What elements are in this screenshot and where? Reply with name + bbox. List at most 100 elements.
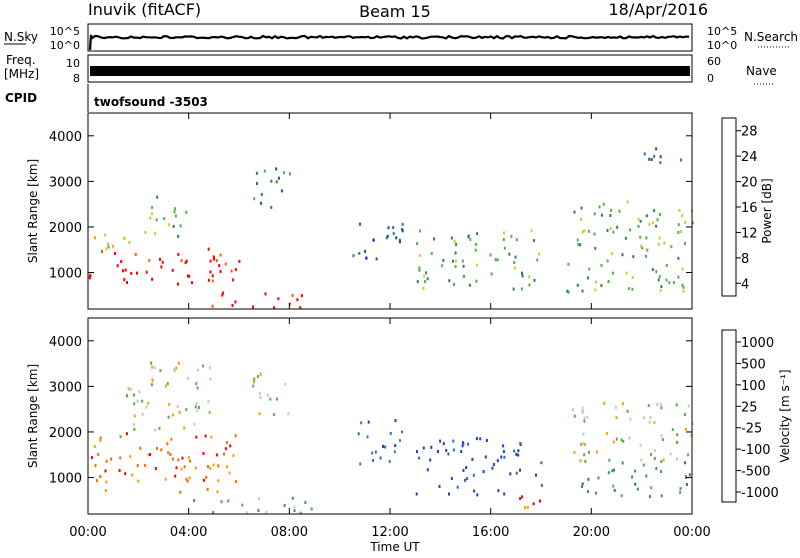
y-tick-label: 3000	[49, 380, 82, 395]
heatmap-cell	[452, 439, 455, 443]
heatmap-cell	[166, 382, 169, 386]
power-panel: 1000 2000 3000 4000 Slant Range [km]	[26, 112, 694, 310]
heatmap-cell	[401, 222, 404, 226]
heatmap-cell	[207, 247, 210, 251]
heatmap-cell	[170, 437, 173, 441]
heatmap-cell	[177, 234, 180, 238]
heatmap-cell	[681, 283, 684, 287]
heatmap-cell	[211, 304, 214, 308]
heatmap-cell	[212, 463, 215, 467]
heatmap-cell	[631, 275, 634, 279]
heatmap-cell	[88, 276, 91, 280]
heatmap-cell	[197, 368, 199, 372]
heatmap-cell	[454, 251, 457, 255]
heatmap-cell	[364, 249, 367, 253]
heatmap-cell	[394, 419, 397, 423]
heatmap-cell	[533, 278, 536, 282]
heatmap-cell	[660, 494, 663, 498]
heatmap-cell	[503, 492, 506, 496]
heatmap-cell	[607, 471, 610, 475]
freq-tick-top: 10	[66, 57, 80, 70]
heatmap-cell	[287, 412, 290, 416]
heatmap-cell	[639, 219, 642, 223]
heatmap-cell	[151, 277, 154, 281]
colorbar-tick-label: 8	[741, 252, 749, 267]
heatmap-cell	[645, 254, 647, 258]
heatmap-cell	[496, 459, 499, 463]
heatmap-cell	[415, 492, 418, 496]
nave-tick-bottom: 0	[707, 72, 714, 85]
heatmap-cell	[252, 384, 255, 388]
heatmap-cell	[538, 252, 541, 256]
x-tick-label: 04:00	[170, 525, 207, 540]
heatmap-cell	[141, 399, 144, 403]
heatmap-cell	[136, 271, 138, 275]
heatmap-cell	[681, 267, 684, 271]
heatmap-cell	[89, 273, 92, 277]
heatmap-cell	[513, 449, 516, 453]
heatmap-cell	[684, 241, 686, 245]
nave-tick-top: 60	[707, 55, 721, 68]
heatmap-cell	[466, 477, 469, 480]
heatmap-cell	[533, 239, 536, 242]
heatmap-cell	[524, 506, 526, 509]
heatmap-cell	[160, 265, 163, 269]
heatmap-cell	[174, 214, 177, 218]
heatmap-cell	[645, 236, 648, 240]
heatmap-cell	[260, 201, 263, 205]
heatmap-cell	[469, 237, 472, 241]
heatmap-cell	[685, 475, 687, 479]
freq-label: Freq.	[6, 53, 36, 67]
heatmap-cell	[195, 382, 198, 386]
y-tick-label: 4000	[49, 130, 82, 145]
heatmap-cell	[133, 402, 136, 406]
heatmap-cell	[382, 444, 384, 448]
heatmap-cell	[610, 209, 613, 212]
heatmap-cell	[395, 236, 398, 240]
heatmap-cell	[394, 444, 397, 448]
heatmap-cell	[492, 463, 495, 466]
heatmap-cell	[581, 410, 584, 414]
heatmap-cell	[587, 229, 590, 233]
heatmap-cell	[579, 459, 582, 463]
heatmap-cell	[258, 391, 261, 395]
heatmap-cell	[659, 402, 662, 406]
heatmap-cell	[418, 456, 421, 460]
heatmap-cell	[484, 455, 487, 459]
heatmap-cell	[124, 472, 127, 476]
heatmap-cell	[122, 269, 124, 273]
heatmap-cell	[510, 234, 513, 238]
heatmap-cell	[526, 505, 529, 509]
heatmap-cell	[639, 443, 642, 447]
heatmap-cell	[207, 400, 210, 404]
heatmap-cell	[615, 437, 618, 441]
heatmap-cell	[620, 494, 623, 498]
heatmap-cell	[392, 232, 395, 236]
power-frame	[87, 112, 693, 310]
heatmap-cell	[183, 426, 186, 430]
heatmap-cell	[123, 236, 126, 240]
heatmap-cell	[419, 253, 422, 257]
heatmap-cell	[289, 172, 291, 176]
heatmap-cell	[646, 248, 649, 252]
heatmap-cell	[508, 252, 511, 256]
heatmap-cell	[447, 452, 450, 456]
heatmap-cell	[151, 379, 154, 383]
heatmap-cell	[257, 509, 260, 512]
heatmap-cell	[133, 427, 136, 431]
heatmap-cell	[241, 503, 244, 507]
nsky-frame	[87, 23, 693, 52]
heatmap-cell	[127, 387, 130, 391]
heatmap-cell	[655, 147, 658, 151]
heatmap-cell	[137, 479, 140, 483]
heatmap-cell	[96, 479, 98, 483]
heatmap-cell	[123, 278, 126, 282]
heatmap-cell	[535, 473, 537, 477]
heatmap-cell	[144, 231, 147, 234]
colorbar-tick-label: -100	[741, 443, 771, 458]
heatmap-cell	[637, 224, 640, 228]
heatmap-cell	[139, 446, 142, 450]
heatmap-cell	[441, 264, 444, 268]
heatmap-cell	[110, 457, 113, 461]
y-tick-label: 1000	[49, 472, 82, 487]
